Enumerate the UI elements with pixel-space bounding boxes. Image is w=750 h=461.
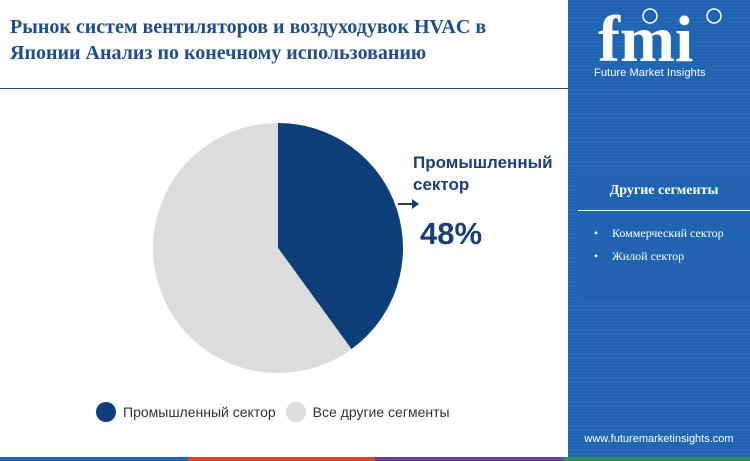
pie-slices [153,123,404,373]
legend-label-other: Все другие сегменты [312,404,450,420]
page-title: Рынок систем вентиляторов и воздуходувок… [10,16,487,64]
pie-chart [153,123,419,373]
chart-legend: Промышленный сектор Все другие сегменты [96,402,460,422]
legend-swatch-other [285,402,306,422]
callout-arrow-head [412,199,419,209]
bottom-color-bar [0,457,750,461]
legend-item-other: Все другие сегменты [285,402,450,422]
website-url[interactable]: www.futuremarketinsights.com [584,433,734,445]
segment-item-commercial: Коммерческий сектор [594,225,744,242]
segment-item-residential: Жилой сектор [594,248,744,265]
pie-slice-industrial [278,123,404,350]
legend-swatch-industrial [96,402,116,422]
person-icon [706,8,722,24]
bottom-bar-segment-1 [0,457,188,461]
legend-label-industrial: Промышленный сектор [123,404,276,420]
panel-divider [578,210,750,211]
bottom-bar-segment-4 [562,457,750,461]
legend-item-industrial: Промышленный сектор [96,402,276,422]
other-segments-list: Коммерческий сектор Жилой сектор [594,225,744,271]
callout-label: Промышленный сектор [413,153,553,194]
globe-icon [642,8,658,24]
bottom-bar-segment-2 [187,457,375,461]
fmi-logo: fmi [598,6,722,68]
pie-slice-other [153,123,352,373]
other-segments-heading: Другие сегменты [578,174,750,208]
bottom-bar-segment-3 [375,457,563,461]
brand-tagline: Future Market Insights [594,67,706,79]
callout-value: 48% [420,216,483,251]
title-divider [0,88,568,89]
